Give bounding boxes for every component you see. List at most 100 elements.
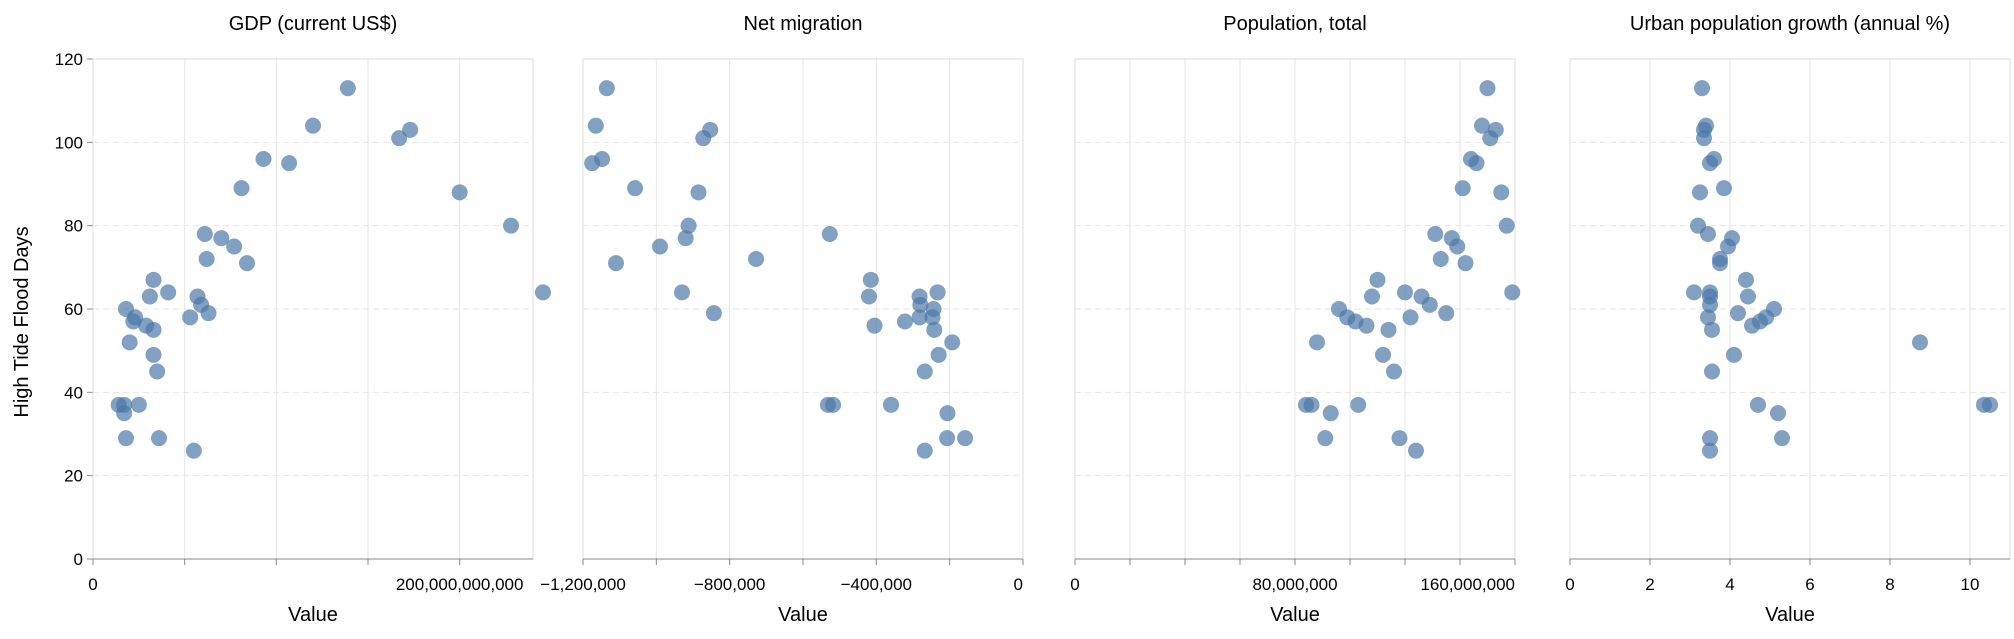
x-tick-label: 6 [1805,575,1814,594]
data-point [1702,296,1718,313]
data-point [1498,217,1515,234]
data-point [1317,430,1334,447]
data-point [862,271,879,288]
data-point [1432,251,1449,267]
data-point [1364,288,1380,305]
y-tick-label: 80 [64,217,83,236]
data-point [1706,151,1722,167]
data-point [652,238,668,255]
data-point [925,301,942,317]
data-point [674,284,690,301]
data-point [1369,271,1386,288]
data-point [160,284,177,301]
data-point [503,217,519,234]
data-point [1309,334,1325,351]
data-point [1427,226,1444,242]
data-point [926,321,943,338]
y-tick-label: 0 [74,550,83,569]
panel-title: Urban population growth (annual %) [1630,13,1950,35]
data-point [1474,117,1490,134]
data-point [1493,184,1510,201]
data-point [1770,405,1786,422]
x-axis-title: Value [778,604,828,626]
data-point [1686,284,1702,301]
data-point [680,217,697,234]
facet-panel: −1,200,000 −800,000 −400,000 0 Net migration… [540,13,1024,626]
y-tick-label: 60 [64,300,83,319]
data-point [226,238,243,255]
data-point [1704,321,1720,338]
x-tick-label: 160,000,000 [1420,575,1515,594]
data-point [1454,180,1471,197]
data-point [151,430,167,447]
data-point [916,363,933,380]
data-point [911,309,928,326]
data-point [451,184,468,201]
data-point [821,226,838,242]
data-point [391,130,408,147]
data-point [896,313,913,330]
data-point [1350,396,1367,413]
x-tick-label: 8 [1885,575,1894,594]
data-point [1391,430,1408,447]
data-point [1449,238,1466,255]
data-point [198,251,215,267]
data-point [861,288,877,305]
data-point [1408,442,1424,459]
data-point [587,117,604,134]
data-point [1487,121,1504,138]
facet-panel: 0 80,000,000 160,000,000 Population, total V… [1070,13,1521,626]
data-point [929,284,946,301]
x-tick-label: −400,000 [841,575,912,594]
data-point [705,305,722,322]
x-tick-label: 80,000,000 [1252,575,1337,594]
x-tick-label: −800,000 [694,575,765,594]
panel-title: Net migration [744,13,863,35]
data-point [930,346,947,363]
data-point [185,442,202,459]
data-point [233,180,250,197]
data-point [1730,305,1746,322]
facet-panel: 0 2 4 6 8 10 Urban population growth (annual %… [1565,13,2011,626]
data-point [255,151,272,167]
x-tick-label: −1,200,000 [540,575,626,594]
data-point [1402,309,1419,326]
data-point [916,442,933,459]
x-tick-label: 200,000,000,000 [396,575,524,594]
data-point [677,230,694,247]
data-point [939,430,956,447]
data-point [535,284,551,301]
data-point [145,346,162,363]
data-point [1386,363,1402,380]
data-point [690,184,707,201]
y-tick-label: 40 [64,383,83,402]
point-group [584,80,974,459]
data-point [1912,334,1928,351]
data-point [1504,284,1521,301]
data-point [1468,155,1485,172]
data-point [118,430,134,447]
data-point [702,121,719,138]
data-point [1696,130,1712,147]
data-point [748,251,765,267]
data-point [200,305,217,322]
data-point [305,117,321,134]
x-axis-title: Value [1765,604,1815,626]
data-point [121,334,138,351]
data-point [1982,396,1998,413]
data-point [145,321,162,338]
y-tick-label: 120 [55,50,83,69]
data-point [1774,430,1790,447]
data-point [1322,405,1339,422]
y-tick-label: 20 [64,467,83,486]
data-point [141,288,158,305]
x-tick-label: 0 [1070,575,1079,594]
data-point [1438,305,1455,322]
data-point [1380,321,1397,338]
data-point [598,80,615,97]
data-point [1704,363,1720,380]
data-point [957,430,974,447]
data-point [608,255,624,272]
